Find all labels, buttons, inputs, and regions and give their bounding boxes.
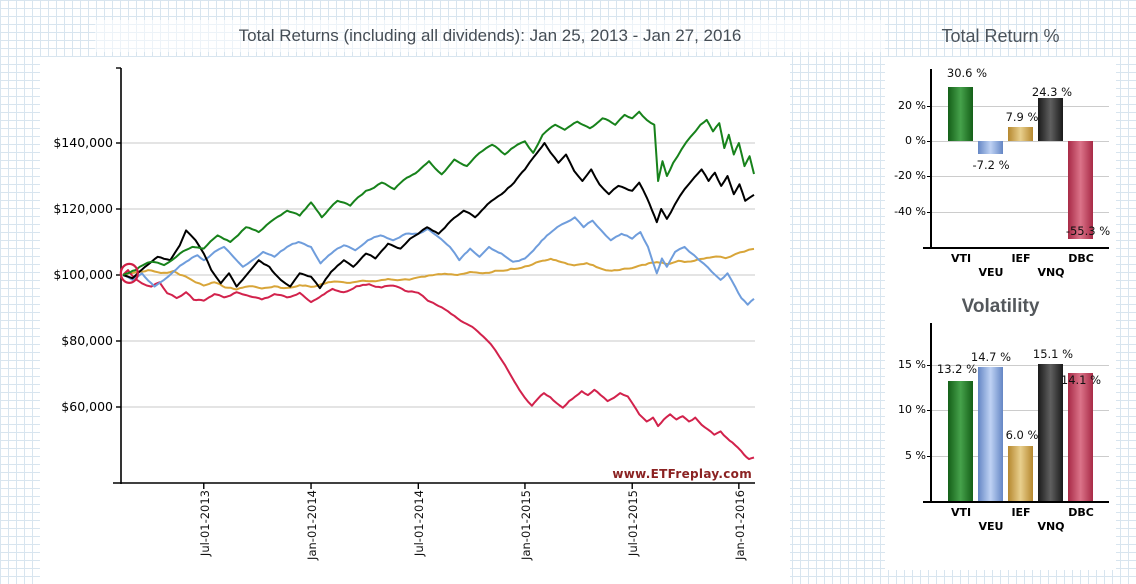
grid-line xyxy=(932,176,1109,178)
series-line-dbc xyxy=(122,269,755,461)
bar-vnq xyxy=(1038,363,1063,501)
side-panel: 20 % 0 % -20 % -40 % 30.6 % -7.2 % 7.9 % 24.3 %… xyxy=(885,57,1116,570)
bar-dbc xyxy=(1068,372,1093,501)
y-axis-tick xyxy=(927,141,931,142)
series-line-vti xyxy=(122,110,755,276)
category-label: VNQ xyxy=(1037,520,1065,533)
bar-value-label: 30.6 % xyxy=(946,66,988,80)
main-chart-title: Total Returns (including all dividends):… xyxy=(95,20,885,52)
category-label: VNQ xyxy=(1037,266,1065,279)
y-axis-tick-label: -20 % xyxy=(894,169,926,183)
bar-value-label: 14.7 % xyxy=(970,350,1012,364)
bar-ief xyxy=(1008,127,1033,141)
bar-ief xyxy=(1008,446,1033,501)
start-circle-annotation xyxy=(119,262,139,284)
bar-value-label: 7.9 % xyxy=(1005,110,1039,124)
bar-veu xyxy=(978,367,1003,501)
bar-value-label: 6.0 % xyxy=(1005,428,1039,442)
bar-vnq xyxy=(1038,97,1063,141)
y-axis-tick-label: 10 % xyxy=(898,403,926,416)
y-axis-tick xyxy=(927,105,931,107)
grid-line xyxy=(932,141,1109,142)
y-axis-tick xyxy=(927,364,931,366)
return-chart-title: Total Return % xyxy=(941,26,1060,46)
bar-value-label: -7.2 % xyxy=(972,158,1010,172)
y-axis-tick-label: 0 % xyxy=(905,134,926,147)
x-axis-tick-label: Jul-01-2013 xyxy=(197,490,212,557)
line-chart-canvas xyxy=(113,67,755,489)
category-label: VEU xyxy=(978,520,1004,533)
x-axis-tick-label: Jul-01-2014 xyxy=(412,490,427,557)
category-label: DBC xyxy=(1068,506,1094,519)
y-axis-tick-label: 20 % xyxy=(898,98,926,112)
y-axis-tick-label: 15 % xyxy=(898,357,926,371)
volatility-chart-title: Volatility xyxy=(961,296,1040,317)
bar-value-label: 24.3 % xyxy=(1031,85,1073,99)
bar-value-label: -55.3 % xyxy=(1065,224,1111,238)
y-axis-tick-label: 5 % xyxy=(905,448,926,462)
y-axis-tick-label: $140,000 xyxy=(53,135,113,150)
category-label: VTI xyxy=(950,252,972,265)
y-axis-tick-label: $100,000 xyxy=(53,267,113,282)
category-label: IEF xyxy=(1011,506,1031,519)
x-axis xyxy=(923,247,1109,249)
category-label: IEF xyxy=(1011,252,1031,265)
y-axis-tick-label: -40 % xyxy=(894,204,926,218)
y-axis-tick-label: $120,000 xyxy=(53,201,113,216)
y-axis xyxy=(930,323,932,502)
y-axis-tick xyxy=(927,455,931,457)
bar-value-label: 13.2 % xyxy=(936,362,978,376)
x-axis-tick-label: Jan-01-2014 xyxy=(305,490,320,560)
y-axis-tick-label: $60,000 xyxy=(61,399,113,414)
grid-line xyxy=(932,410,1109,411)
series-line-ief xyxy=(122,247,755,291)
grid-line xyxy=(932,211,1109,213)
x-axis-tick-label: Jan-01-2016 xyxy=(732,490,747,560)
bar-value-label: 14.1 % xyxy=(1060,373,1102,387)
category-label: VEU xyxy=(978,266,1004,279)
y-axis-tick-label: $80,000 xyxy=(61,333,113,348)
y-axis xyxy=(930,69,932,248)
y-axis-tick xyxy=(927,410,931,411)
volatility-bar-chart: 15 % 10 % 5 % 13.2 % 14.7 % 6.0 % 15.1 % 14.1 %… xyxy=(885,57,1116,570)
grid-line xyxy=(932,105,1109,107)
y-axis-tick xyxy=(927,211,931,213)
return-bar-chart: 20 % 0 % -20 % -40 % 30.6 % -7.2 % 7.9 % 24.3 %… xyxy=(885,57,1116,570)
bar-value-label: 15.1 % xyxy=(1032,347,1074,361)
x-axis-tick-label: Jan-01-2015 xyxy=(518,490,533,560)
category-label: VTI xyxy=(950,506,972,519)
bar-vti xyxy=(948,86,973,141)
grid-line xyxy=(932,364,1109,366)
bar-dbc xyxy=(1068,141,1093,239)
x-axis xyxy=(923,501,1109,503)
series-line-vnq xyxy=(122,142,755,290)
x-axis-tick-label: Jul-01-2015 xyxy=(626,490,641,557)
watermark: www.ETFreplay.com xyxy=(612,467,752,481)
main-chart-panel: $140,000 $120,000 $100,000 $80,000 $60,000 Ju… xyxy=(40,57,790,584)
bar-vti xyxy=(948,380,973,501)
category-label: DBC xyxy=(1068,252,1094,265)
series-line-veu xyxy=(122,216,755,306)
y-axis-tick xyxy=(927,176,931,178)
bar-veu xyxy=(978,141,1003,154)
